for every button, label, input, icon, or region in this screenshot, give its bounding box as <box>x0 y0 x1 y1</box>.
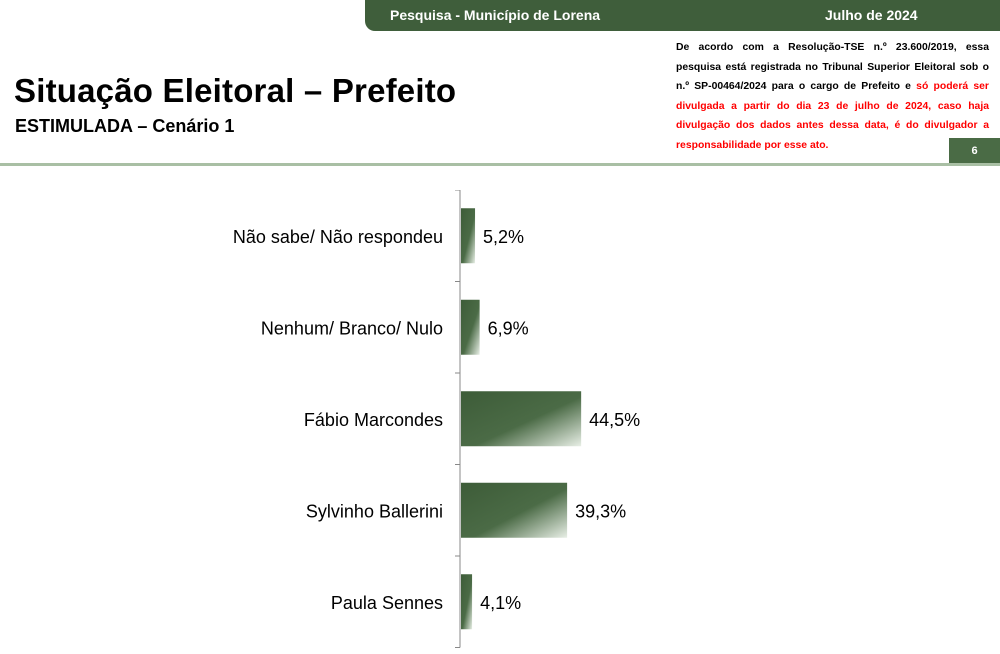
survey-title: Pesquisa - Município de Lorena <box>390 7 601 23</box>
bar <box>461 299 480 355</box>
bar <box>461 574 473 630</box>
page-subtitle: ESTIMULADA – Cenário 1 <box>15 116 235 136</box>
category-label: Não sabe/ Não respondeu <box>233 227 443 247</box>
value-label: 39,3% <box>575 501 626 521</box>
category-label: Nenhum/ Branco/ Nulo <box>261 318 443 338</box>
bar <box>461 391 582 447</box>
value-label: 5,2% <box>483 227 524 247</box>
header-band: Pesquisa - Município de Lorena Julho de … <box>365 0 1000 31</box>
value-label: 44,5% <box>589 410 640 430</box>
survey-date: Julho de 2024 <box>825 7 918 23</box>
bar-chart: Não sabe/ Não respondeu 5,2% Nenhum/ Branc… <box>233 190 640 648</box>
legal-notice-warning: só poderá ser divulgada a partir do dia … <box>676 81 989 151</box>
bar <box>461 208 476 264</box>
legal-notice: De acordo com a Resolução-TSE n.º 23.600… <box>676 38 989 156</box>
header-divider <box>0 163 1000 166</box>
page-number-badge: 6 <box>949 138 1000 164</box>
legal-notice-text: De acordo com a Resolução-TSE n.º 23.600… <box>676 42 989 93</box>
value-label: 4,1% <box>480 593 521 613</box>
category-label: Fábio Marcondes <box>304 410 443 430</box>
bar <box>461 482 568 538</box>
category-label: Sylvinho Ballerini <box>306 501 443 521</box>
category-label: Paula Sennes <box>331 593 443 613</box>
page-title: Situação Eleitoral – Prefeito <box>14 72 457 109</box>
value-label: 6,9% <box>488 318 529 338</box>
